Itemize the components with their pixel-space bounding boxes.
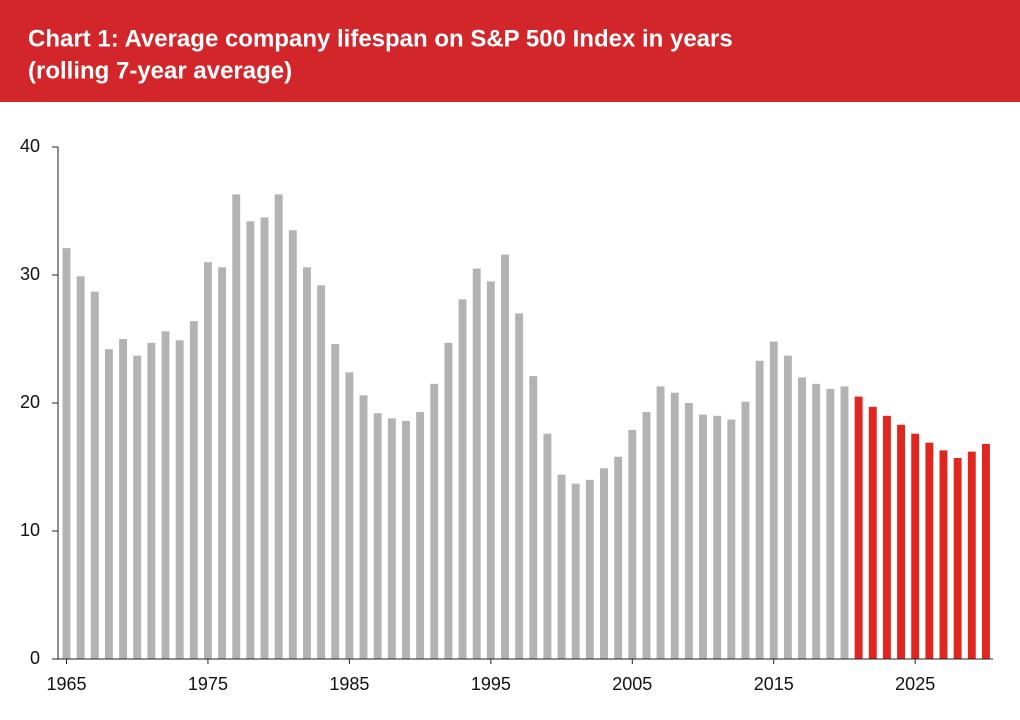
- bar: [529, 376, 538, 659]
- bar: [501, 254, 509, 659]
- bar: [302, 267, 311, 659]
- bar: [458, 299, 467, 659]
- bar: [402, 420, 410, 659]
- bar: [882, 415, 891, 659]
- bar: [387, 418, 396, 659]
- bar: [76, 276, 85, 659]
- y-tick-label: 0: [30, 648, 40, 668]
- bar: [232, 194, 241, 660]
- bar: [345, 372, 354, 659]
- bar: [444, 342, 453, 659]
- bar: [260, 217, 269, 659]
- bar: [713, 415, 722, 659]
- bar: [727, 419, 736, 659]
- bar: [699, 414, 707, 659]
- x-tick-label: 1985: [329, 674, 369, 694]
- bar: [826, 388, 835, 659]
- bar: [798, 377, 806, 659]
- bar: [925, 442, 934, 659]
- bar: [614, 456, 623, 659]
- x-tick-label: 1975: [188, 674, 228, 694]
- bar: [939, 450, 948, 659]
- bar: [967, 451, 976, 659]
- bar: [571, 483, 580, 659]
- bar: [585, 479, 594, 659]
- bar: [812, 383, 821, 659]
- bar: [769, 341, 778, 659]
- y-tick-label: 10: [20, 520, 40, 540]
- bar: [911, 433, 920, 659]
- bar: [288, 230, 297, 659]
- bar: [416, 411, 425, 659]
- bar: [557, 474, 566, 659]
- bar: [430, 383, 439, 659]
- x-tick-label: 1995: [471, 674, 511, 694]
- bar: [868, 406, 877, 659]
- bar: [246, 221, 255, 660]
- bar: [189, 321, 198, 659]
- x-tick-label: 2015: [754, 674, 794, 694]
- bar: [515, 313, 524, 659]
- header-band: [0, 0, 1020, 102]
- bar: [331, 344, 340, 659]
- bar: [175, 340, 184, 659]
- bar: [741, 401, 750, 659]
- bar: [854, 396, 863, 659]
- bar: [317, 285, 326, 659]
- y-tick-label: 40: [20, 136, 40, 156]
- bar: [642, 411, 651, 659]
- bar: [133, 355, 142, 659]
- y-tick-label: 30: [20, 264, 40, 284]
- x-tick-label: 2025: [895, 674, 935, 694]
- bar: [472, 268, 481, 659]
- y-tick-label: 20: [20, 392, 40, 412]
- bar: [359, 395, 368, 659]
- bar: [203, 262, 212, 659]
- x-tick-label: 1965: [46, 674, 86, 694]
- bar: [755, 360, 764, 659]
- bar: [897, 424, 906, 659]
- bar: [104, 349, 113, 659]
- chart-subtitle: (rolling 7-year average): [28, 57, 292, 84]
- bar: [953, 458, 962, 659]
- bar: [628, 429, 637, 659]
- bar: [684, 403, 693, 659]
- bar: [600, 468, 608, 659]
- bar: [373, 413, 382, 659]
- bar: [783, 355, 792, 659]
- bar: [543, 433, 552, 659]
- bar: [62, 248, 71, 659]
- bar: [218, 267, 227, 659]
- chart-title: Chart 1: Average company lifespan on S&P…: [28, 25, 733, 52]
- bar: [656, 386, 665, 659]
- bar: [840, 386, 849, 659]
- bar: [670, 392, 679, 659]
- bar: [274, 194, 283, 660]
- bar: [486, 281, 495, 659]
- bar: [147, 342, 156, 659]
- x-tick-label: 2005: [612, 674, 652, 694]
- bar: [90, 291, 99, 659]
- bar: [981, 443, 990, 659]
- bar: [161, 331, 170, 659]
- bar: [119, 339, 128, 659]
